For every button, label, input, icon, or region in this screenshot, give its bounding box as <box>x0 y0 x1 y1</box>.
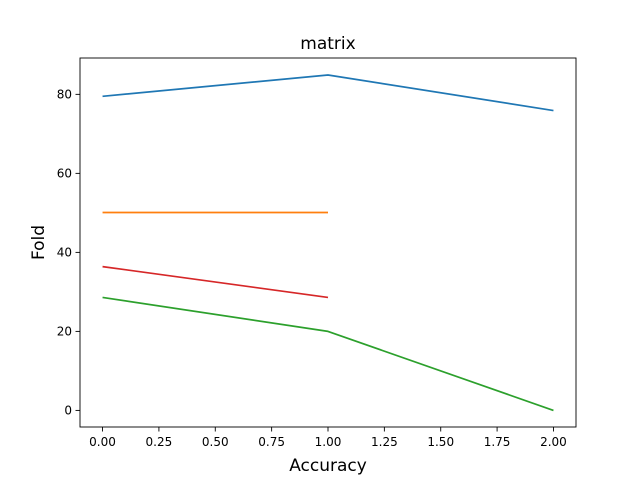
x-tick-label: 1.25 <box>371 435 398 449</box>
y-tick-label: 0 <box>64 403 72 417</box>
y-axis-ticks: 0 20 40 60 80 <box>57 87 80 417</box>
x-tick-label: 1.00 <box>315 435 342 449</box>
x-tick-label: 0.75 <box>258 435 285 449</box>
series-layer <box>102 74 554 412</box>
x-tick-label: 1.75 <box>484 435 511 449</box>
x-tick-label: 1.50 <box>427 435 454 449</box>
chart-title: matrix <box>300 34 355 54</box>
plot-area <box>80 58 576 427</box>
x-tick-label: 0.25 <box>146 435 173 449</box>
y-tick-label: 20 <box>57 324 72 338</box>
x-tick-label: 0.50 <box>202 435 229 449</box>
x-tick-label: 2.00 <box>540 435 567 449</box>
series-line-4 <box>102 265 329 299</box>
series-line-1 <box>102 74 554 112</box>
y-tick-label: 80 <box>57 87 72 101</box>
x-tick-label: 0.00 <box>89 435 116 449</box>
y-tick-label: 60 <box>57 166 72 180</box>
series-line-3 <box>102 296 554 412</box>
y-tick-label: 40 <box>57 245 72 259</box>
x-axis-label: Accuracy <box>289 456 367 476</box>
y-axis-label: Fold <box>29 225 49 260</box>
x-axis-ticks: 0.00 0.25 0.50 0.75 1.00 1.25 1.50 1.75 2.00 <box>89 427 567 449</box>
